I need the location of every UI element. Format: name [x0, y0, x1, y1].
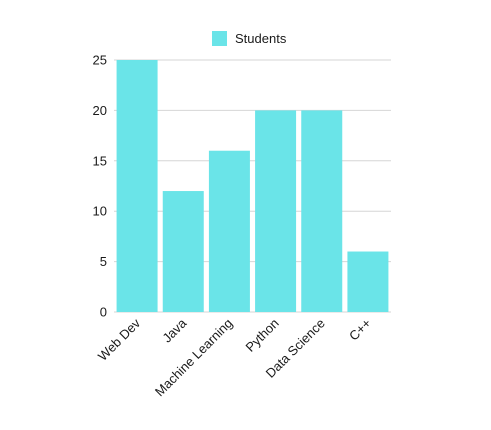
x-tick-label-c: C++: [346, 316, 374, 344]
legend: Students: [212, 31, 287, 46]
y-tick-label-25: 25: [93, 53, 107, 68]
y-tick-label-0: 0: [100, 305, 107, 320]
legend-swatch-students: [212, 31, 227, 46]
x-tick-label-java: Java: [159, 315, 190, 346]
y-tick-label-15: 15: [93, 153, 107, 168]
bar-data-science: [301, 110, 343, 313]
y-tick-label-5: 5: [100, 254, 107, 269]
y-tick-label-20: 20: [93, 103, 107, 118]
bar-java: [162, 191, 204, 312]
bar-c: [347, 251, 389, 312]
bar-web-dev: [116, 60, 158, 312]
x-tick-label-python: Python: [242, 316, 281, 355]
x-tick-label-machine-learning: Machine Learning: [152, 316, 236, 400]
bar-machine-learning: [208, 150, 250, 312]
legend-label-students: Students: [235, 31, 287, 46]
y-tick-label-10: 10: [93, 204, 107, 219]
bar-python: [255, 110, 297, 313]
y-axis: 0 5 10 15 20 25: [93, 53, 107, 320]
x-tick-label-web-dev: Web Dev: [95, 315, 144, 364]
bars: [116, 60, 389, 313]
gridlines: [114, 59, 391, 313]
